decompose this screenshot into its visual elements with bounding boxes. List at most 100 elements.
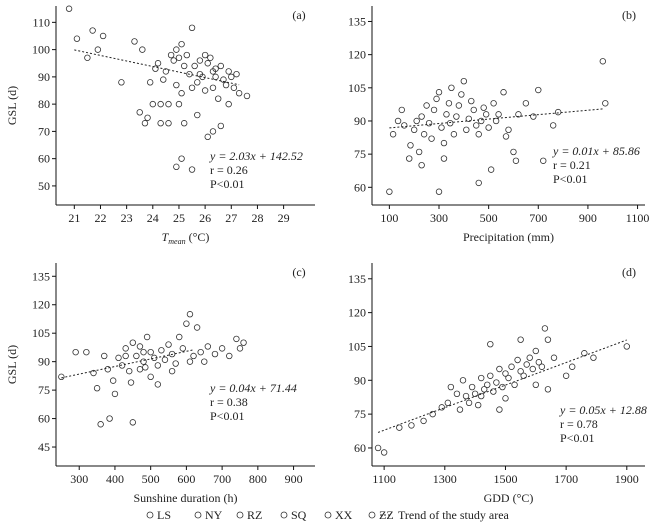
legend-marker <box>324 511 332 519</box>
data-point <box>65 5 73 12</box>
data-point <box>165 100 172 108</box>
data-point <box>140 358 147 365</box>
data-point <box>236 345 244 352</box>
data-point <box>495 111 502 118</box>
data-point <box>496 365 503 373</box>
data-point <box>217 62 225 70</box>
data-point <box>535 359 543 366</box>
x-tick-label: 26 <box>199 211 211 225</box>
data-point <box>186 70 193 78</box>
data-point <box>188 84 196 91</box>
data-point <box>396 424 403 431</box>
data-point <box>218 345 226 352</box>
panel-label: (a) <box>292 8 305 22</box>
y-tick-label: 105 <box>348 339 366 353</box>
x-tick-label: 1500 <box>493 472 517 486</box>
data-point <box>532 381 539 388</box>
data-point <box>554 108 562 116</box>
data-point <box>188 24 196 32</box>
x-axis-label: Sunshine duration (h) <box>134 491 238 505</box>
data-point <box>178 90 185 97</box>
data-point <box>459 377 467 384</box>
data-point <box>228 73 235 81</box>
data-point <box>475 179 482 187</box>
x-tick-label: 900 <box>579 211 597 225</box>
data-point <box>549 122 557 129</box>
legend-label: ZZ <box>379 508 394 522</box>
x-tick-label: 1100 <box>626 211 650 225</box>
data-point <box>478 392 485 400</box>
x-tick-label: 21 <box>68 211 80 225</box>
y-tick-label: 90 <box>38 355 50 369</box>
trend-line <box>61 349 194 379</box>
data-point <box>526 354 533 361</box>
data-point <box>423 102 430 109</box>
data-point <box>515 111 522 118</box>
data-point <box>487 341 494 348</box>
data-point <box>225 100 232 108</box>
data-point <box>149 100 156 108</box>
data-point <box>186 311 194 318</box>
data-point <box>201 358 208 365</box>
data-point <box>230 84 238 91</box>
data-point <box>520 372 527 379</box>
data-point <box>193 324 201 331</box>
y-tick-label: 60 <box>354 180 366 194</box>
data-point <box>496 406 503 413</box>
legend-label: XX <box>335 508 353 522</box>
regression-stat: y = 0.05x + 12.88 <box>559 403 647 417</box>
data-point <box>207 54 214 61</box>
x-tick-label: 1300 <box>433 472 457 486</box>
data-point <box>460 77 468 85</box>
data-point <box>152 65 159 72</box>
regression-stat: r = 0.26 <box>210 163 248 177</box>
data-point <box>99 32 107 40</box>
data-point <box>122 345 129 352</box>
data-point <box>212 65 219 72</box>
legend-marker <box>280 511 288 519</box>
data-point <box>490 100 497 107</box>
y-tick-label: 90 <box>38 70 50 84</box>
y-tick-label: 90 <box>354 114 366 128</box>
legend-marker <box>236 511 244 519</box>
data-point <box>196 57 204 64</box>
data-point <box>453 390 461 398</box>
data-point <box>186 358 194 365</box>
data-point <box>173 81 180 89</box>
y-tick-label: 75 <box>38 383 50 397</box>
data-point <box>160 76 167 83</box>
data-point <box>83 348 90 356</box>
x-axis-label: Precipitation (mm) <box>463 230 554 244</box>
data-point <box>167 51 175 59</box>
data-point <box>94 46 102 53</box>
data-point <box>517 336 524 343</box>
data-point <box>623 343 630 350</box>
data-point <box>389 131 397 138</box>
x-tick-label: 28 <box>251 211 263 225</box>
data-point <box>438 404 445 411</box>
data-point <box>500 89 507 96</box>
data-point <box>394 117 402 125</box>
data-point <box>590 354 597 361</box>
data-point <box>222 81 230 89</box>
x-tick-label: 400 <box>106 472 124 486</box>
data-point <box>502 370 509 377</box>
data-point <box>418 161 425 169</box>
data-point <box>478 374 485 382</box>
y-tick-label: 75 <box>354 147 366 161</box>
data-point <box>233 70 240 78</box>
data-point <box>458 91 465 98</box>
x-tick-label: 29 <box>278 211 290 225</box>
data-point <box>211 350 219 358</box>
regression-stat: P<0.01 <box>210 409 244 423</box>
data-point <box>415 148 423 156</box>
data-point <box>540 157 547 164</box>
data-point <box>106 415 113 422</box>
data-point <box>136 366 144 373</box>
data-point <box>499 383 506 391</box>
y-tick-label: 60 <box>354 441 366 455</box>
legend-marker <box>146 511 154 519</box>
data-point <box>523 361 530 368</box>
x-tick-label: 100 <box>380 211 398 225</box>
data-point <box>104 366 111 373</box>
